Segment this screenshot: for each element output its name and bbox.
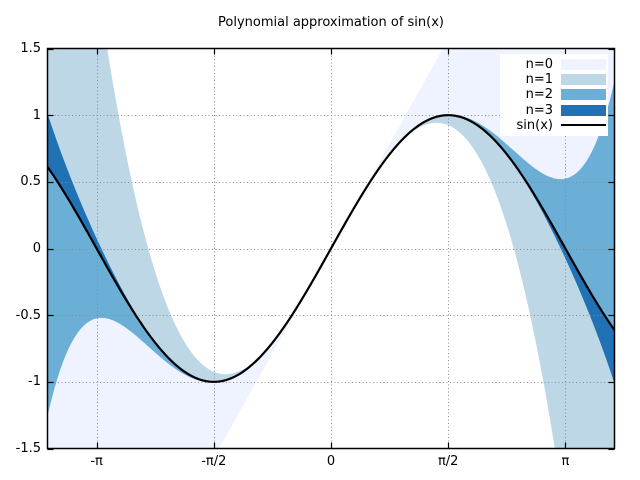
chart-title: Polynomial approximation of sin(x) — [218, 15, 444, 30]
sin-curve — [47, 114, 615, 383]
band-n1 — [47, 48, 615, 449]
x-tick-label: 0 — [326, 454, 336, 469]
y-tick-label: 0.5 — [20, 174, 41, 190]
x-tick-label: -π — [90, 454, 103, 469]
y-tick-label: 1 — [32, 107, 41, 123]
legend-label: n=2 — [525, 87, 553, 103]
legend-item-n2: n=2 — [502, 87, 606, 102]
legend-fill-swatch — [561, 59, 606, 71]
legend-item-n1: n=1 — [502, 72, 606, 87]
legend-line-swatch — [561, 124, 606, 127]
legend-fill-swatch — [561, 74, 606, 86]
y-tick-label: -0.5 — [15, 307, 41, 323]
legend-item-n0: n=0 — [502, 57, 606, 72]
legend-item-sinx: sin(x) — [502, 118, 606, 133]
x-tick-label: π/2 — [437, 454, 459, 469]
legend: n=0 n=1 n=2 n=3 sin(x) — [500, 54, 608, 136]
y-tick-label: 0 — [32, 241, 41, 256]
legend-label: n=0 — [525, 57, 553, 73]
legend-item-n3: n=3 — [502, 103, 606, 118]
legend-label: n=3 — [525, 102, 553, 118]
y-tick-label: 1.5 — [20, 41, 41, 56]
legend-fill-swatch — [561, 104, 606, 116]
x-tick-label: π — [561, 454, 570, 469]
y-tick-label: -1 — [28, 374, 41, 390]
y-tick-label: -1.5 — [15, 441, 41, 456]
x-tick-label: -π/2 — [201, 454, 227, 469]
legend-label: n=1 — [525, 72, 553, 88]
legend-label: sin(x) — [516, 117, 553, 133]
legend-fill-swatch — [561, 89, 606, 101]
